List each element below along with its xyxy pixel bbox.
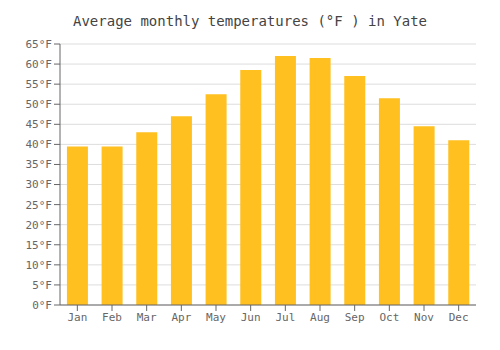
svg-text:Apr: Apr: [171, 311, 191, 324]
svg-text:Jun: Jun: [241, 311, 261, 324]
svg-text:45°F: 45°F: [26, 118, 53, 131]
svg-text:Jan: Jan: [67, 311, 87, 324]
svg-text:Dec: Dec: [449, 311, 469, 324]
html-text:Average monthly temperatures (: Average monthly temperatures (°F ) in Ya…: [73, 13, 427, 29]
svg-text:Nov: Nov: [414, 311, 434, 324]
svg-text:Jul: Jul: [275, 311, 295, 324]
svg-text:Feb: Feb: [102, 311, 122, 324]
svg-text:10°F: 10°F: [26, 259, 53, 272]
svg-text:May: May: [206, 311, 226, 324]
svg-text:0°F: 0°F: [32, 299, 52, 312]
svg-text:35°F: 35°F: [26, 158, 53, 171]
svg-text:15°F: 15°F: [26, 239, 53, 252]
svg-text:50°F: 50°F: [26, 98, 53, 111]
svg-text:Sep: Sep: [345, 311, 365, 324]
svg-text:65°F: 65°F: [26, 38, 53, 51]
svg-text:5°F: 5°F: [32, 279, 52, 292]
svg-text:Oct: Oct: [379, 311, 399, 324]
svg-text:40°F: 40°F: [26, 138, 53, 151]
svg-text:30°F: 30°F: [26, 178, 53, 191]
svg-text:20°F: 20°F: [26, 219, 53, 232]
svg-text:55°F: 55°F: [26, 78, 53, 91]
svg-text:60°F: 60°F: [26, 58, 53, 71]
svg-text:Aug: Aug: [310, 311, 330, 324]
svg-text:Mar: Mar: [137, 311, 157, 324]
svg-text:25°F: 25°F: [26, 199, 53, 212]
